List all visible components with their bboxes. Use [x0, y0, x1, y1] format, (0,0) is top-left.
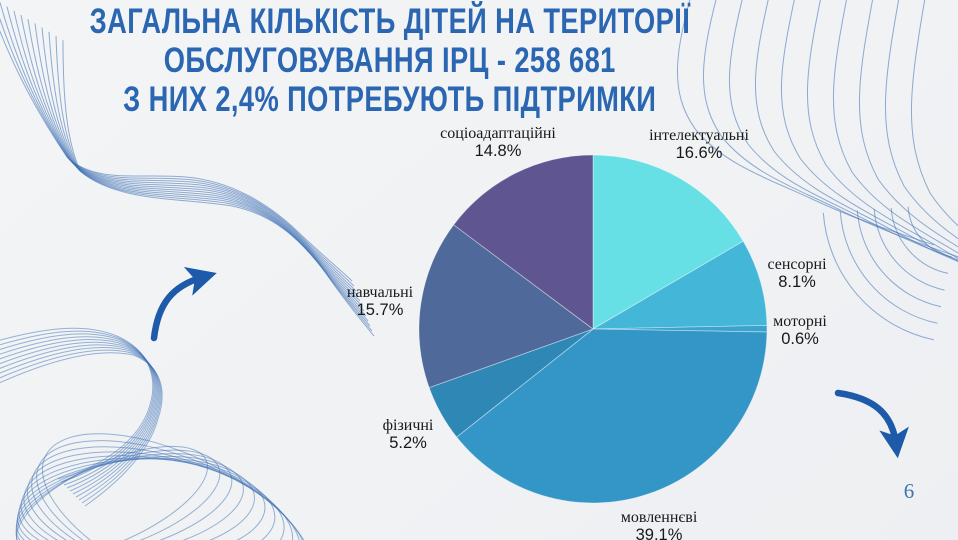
- pie-label: навчальні 15.7%: [265, 284, 495, 319]
- wave-decoration-left: [0, 2, 375, 540]
- wave-line: [13, 10, 361, 302]
- pie-slice-5: [418, 224, 594, 389]
- wave-line: [907, 206, 952, 258]
- pie-slice-4: [428, 328, 594, 438]
- pie-label-name: фізичні: [382, 417, 434, 434]
- pie-label: інтелектуальні 16.6%: [584, 127, 814, 162]
- wave-line: [676, 0, 935, 246]
- wave-loop: [20, 457, 276, 540]
- pie-label-name: соціоадаптаційні: [440, 125, 556, 142]
- pie-label-value: 8.1%: [778, 273, 816, 291]
- pie-slice-2: [592, 325, 768, 333]
- pie-label-name: сенсорні: [767, 256, 827, 273]
- pie-label: моторні 0.6%: [685, 313, 915, 348]
- wave-line: [890, 207, 949, 274]
- curved-arrow-up-right-icon: [150, 267, 217, 342]
- wave-line: [781, 0, 958, 262]
- wave-decoration-right: [676, 0, 958, 341]
- wave-line: [910, 0, 958, 227]
- slide-title: ЗАГАЛЬНА КІЛЬКІСТЬ ДІТЕЙ НА ТЕРИТОРІЇ ОБ…: [0, 2, 780, 119]
- pie-label: мовленнєві 39.1%: [544, 509, 774, 540]
- wave-line: [0, 17, 355, 287]
- wave-loop: [36, 440, 308, 540]
- wave-line: [20, 14, 363, 307]
- pie-label-name: моторні: [773, 313, 827, 330]
- wave-line: [807, 0, 958, 259]
- pie-label-value: 14.8%: [474, 142, 522, 160]
- pie-label-name: навчальні: [346, 284, 414, 301]
- pie-label: соціоадаптаційні 14.8%: [383, 125, 613, 160]
- pie-label-value: 15.7%: [356, 301, 404, 319]
- pie-label-name: інтелектуальні: [649, 127, 749, 144]
- wave-line: [839, 211, 938, 324]
- wave-line: [0, 330, 155, 483]
- pie-label-value: 5.2%: [389, 434, 427, 452]
- wave-loop: [18, 458, 266, 540]
- curved-arrow-down-icon: [834, 389, 909, 459]
- wave-line: [833, 0, 958, 254]
- wave-loop: [26, 451, 294, 540]
- wave-loop: [41, 433, 315, 540]
- wave-line: [6, 6, 359, 297]
- wave-line: [884, 0, 958, 240]
- pie-label-value: 16.6%: [675, 144, 723, 162]
- pie-slice-0: [592, 154, 744, 330]
- pie-slice-6: [453, 154, 594, 330]
- wave-line: [0, 327, 154, 480]
- wave-line: [858, 0, 958, 248]
- wave-line: [0, 352, 163, 507]
- pie-slice-1: [592, 240, 768, 330]
- wave-loop: [31, 446, 301, 540]
- pie-label: фізичні 5.2%: [293, 417, 523, 452]
- wave-loop: [23, 455, 285, 540]
- title-line-2: ОБСЛУГОВУВАННЯ ІРЦ - 258 681: [164, 41, 616, 80]
- wave-line: [873, 209, 945, 291]
- pie-label-value: 39.1%: [635, 526, 683, 540]
- wave-line: [822, 212, 935, 341]
- wave-line: [856, 210, 942, 308]
- title-line-3: З НИХ 2,4% ПОТРЕБУЮТЬ ПІДТРИМКИ: [123, 80, 657, 119]
- wave-line: [62, 40, 375, 337]
- title-line-1: ЗАГАЛЬНА КІЛЬКІСТЬ ДІТЕЙ НА ТЕРИТОРІЇ: [89, 2, 691, 41]
- wave-line: [755, 0, 958, 262]
- wave-line: [0, 2, 357, 292]
- page-number: 6: [903, 479, 915, 503]
- pie-label: сенсорні 8.1%: [682, 256, 912, 291]
- pie-label-value: 0.6%: [781, 330, 819, 348]
- pie-slice-3: [456, 328, 768, 504]
- pie-label-name: мовленнєві: [620, 509, 698, 526]
- wave-line: [27, 19, 365, 312]
- wave-line: [0, 30, 353, 282]
